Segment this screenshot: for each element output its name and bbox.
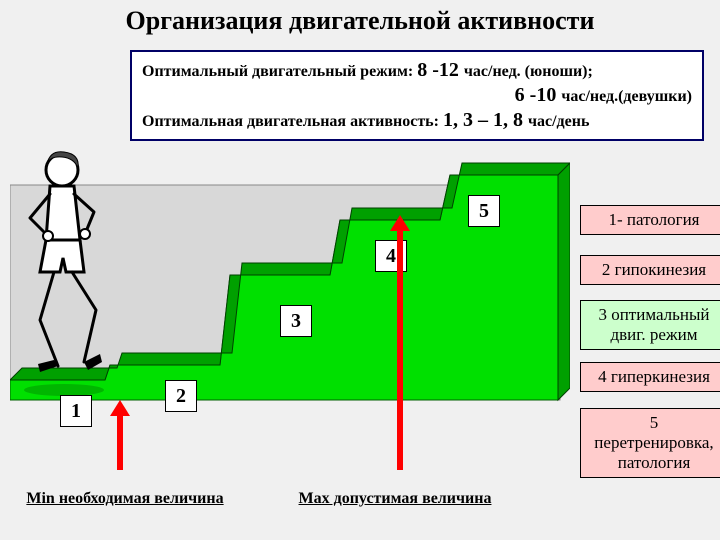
arrow-max-head — [390, 215, 410, 231]
arrow-max-shaft — [397, 230, 403, 470]
arrow-max-label: Max допустимая величина — [280, 490, 510, 508]
arrow-max — [0, 0, 720, 540]
